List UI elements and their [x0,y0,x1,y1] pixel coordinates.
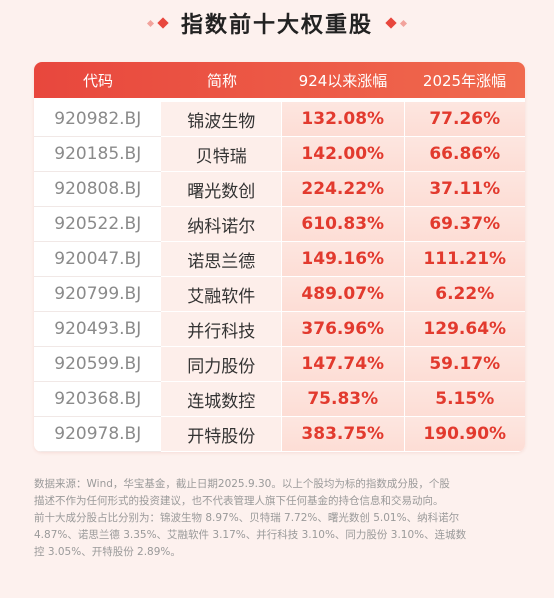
since924-cell: 489.07% [282,277,404,312]
since924-cell: 383.75% [282,417,404,452]
header-name: 简称 [206,71,237,90]
table-row: 920982.BJ 锦波生物 132.08% 77.26% [34,102,525,137]
title-bar: 指数前十大权重股 [0,0,554,46]
ytd2025-cell: 59.17% [404,347,525,382]
since924-cell: 142.00% [282,137,404,172]
ytd2025-cell: 66.86% [404,137,525,172]
ytd2025-cell: 190.90% [404,417,525,452]
page-title: 指数前十大权重股 [180,13,373,38]
since924-cell: 75.83% [282,382,404,417]
code-cell: 920522.BJ [34,207,162,242]
right-diamond-decoration [385,17,408,29]
ytd2025-cell: 5.15% [404,382,525,417]
since924-cell: 376.96% [282,312,404,347]
footnote-line: 数据来源：Wind，华宝基金，截止日期2025.9.30。以上个股均为标的指数成… [34,478,450,490]
footnote: 数据来源：Wind，华宝基金，截止日期2025.9.30。以上个股均为标的指数成… [34,476,528,561]
name-cell: 开特股份 [161,417,281,452]
ytd2025-cell: 6.22% [404,277,525,312]
table-row: 920808.BJ 曙光数创 224.22% 37.11% [34,172,525,207]
table-row: 920185.BJ 贝特瑞 142.00% 66.86% [34,137,525,172]
name-cell: 同力股份 [161,347,281,382]
code-cell: 920978.BJ [34,417,162,452]
since924-cell: 149.16% [282,242,404,277]
since924-cell: 147.74% [282,347,404,382]
name-cell: 艾融软件 [161,277,281,312]
header-code: 代码 [82,71,113,90]
code-cell: 920808.BJ [34,172,162,207]
footnote-line: 4.87%、诺思兰德 3.35%、艾融软件 3.17%、并行科技 3.10%、同… [34,529,467,541]
since924-cell: 224.22% [282,172,404,207]
table-row: 920047.BJ 诺思兰德 149.16% 111.21% [34,242,525,277]
table-row: 920599.BJ 同力股份 147.74% 59.17% [34,347,525,382]
ytd2025-cell: 77.26% [404,102,525,137]
header-since924: 924以来涨幅 [298,71,388,90]
since924-cell: 132.08% [282,102,404,137]
table-body: 920982.BJ 锦波生物 132.08% 77.26% 920185.BJ 贝特瑞 14… [34,98,525,452]
name-cell: 锦波生物 [161,102,281,137]
code-cell: 920368.BJ [34,382,162,417]
name-cell: 曙光数创 [161,172,281,207]
ytd2025-cell: 129.64% [404,312,525,347]
footnote-line: 描述不作为任何形式的投资建议，也不代表管理人旗下任何基金的持仓信息和交易动向。 [34,495,444,507]
name-cell: 贝特瑞 [161,137,281,172]
footnote-line: 前十大成分股占比分别为：锦波生物 8.97%、贝特瑞 7.72%、曙光数创 5.… [34,512,460,524]
code-cell: 920493.BJ [34,312,162,347]
header-ytd2025: 2025年涨幅 [422,71,507,90]
weights-table: 代码 简称 924以来涨幅 2025年涨幅 920982.BJ 锦波生物 132.0… [34,62,525,452]
code-cell: 920799.BJ [34,277,162,312]
name-cell: 诺思兰德 [161,242,281,277]
ytd2025-cell: 37.11% [404,172,525,207]
table-row: 920978.BJ 开特股份 383.75% 190.90% [34,417,525,452]
code-cell: 920047.BJ [34,242,162,277]
name-cell: 纳科诺尔 [161,207,281,242]
footnote-line: 控 3.05%、开特股份 2.89%。 [34,546,181,558]
code-cell: 920185.BJ [34,137,162,172]
table-row: 920493.BJ 并行科技 376.96% 129.64% [34,312,525,347]
name-cell: 并行科技 [161,312,281,347]
ytd2025-cell: 111.21% [404,242,525,277]
table-row: 920799.BJ 艾融软件 489.07% 6.22% [34,277,525,312]
table-header: 代码 简称 924以来涨幅 2025年涨幅 [34,62,525,98]
name-cell: 连城数控 [161,382,281,417]
table-row: 920368.BJ 连城数控 75.83% 5.15% [34,382,525,417]
left-diamond-decoration [146,17,169,29]
since924-cell: 610.83% [282,207,404,242]
table-row: 920522.BJ 纳科诺尔 610.83% 69.37% [34,207,525,242]
code-cell: 920599.BJ [34,347,162,382]
ytd2025-cell: 69.37% [404,207,525,242]
code-cell: 920982.BJ [34,102,162,137]
